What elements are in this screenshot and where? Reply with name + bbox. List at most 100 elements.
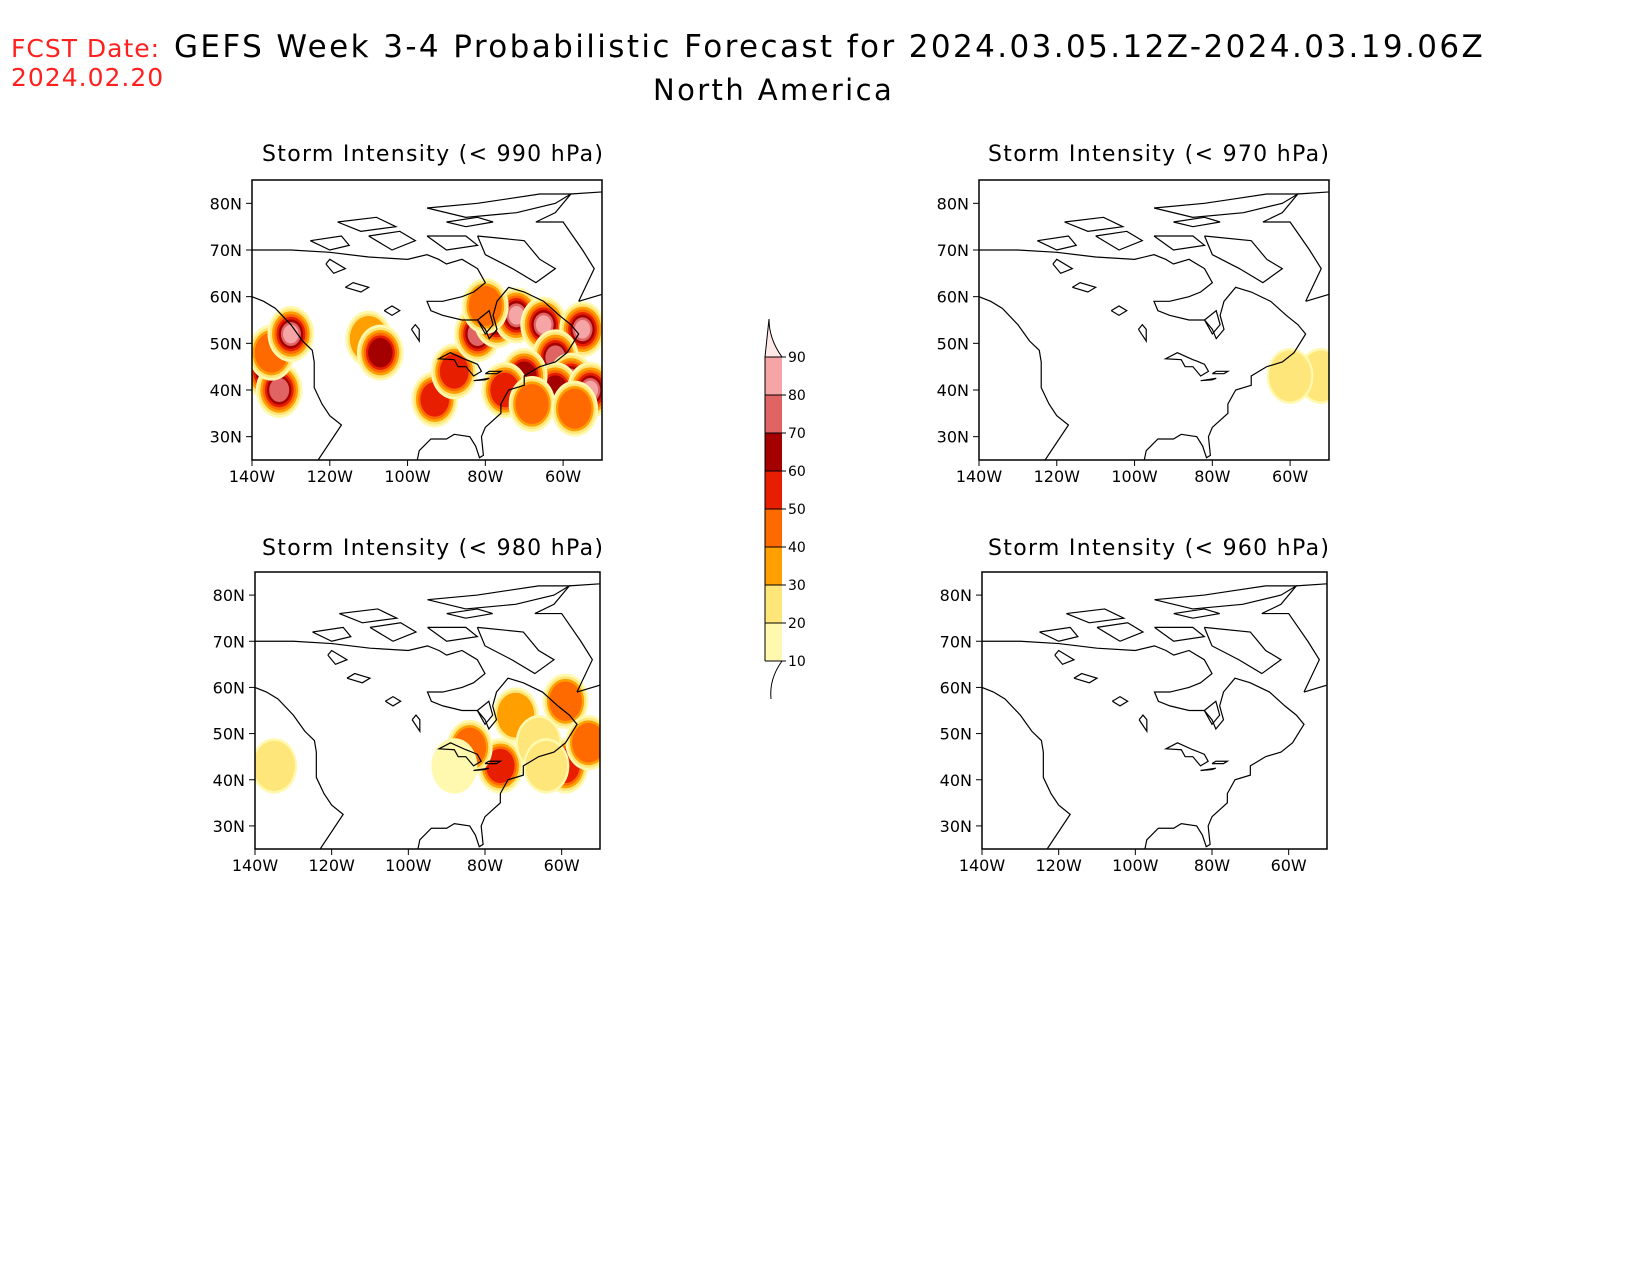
- map-frame: [251, 179, 603, 461]
- map-panel-p980: 80N 70N 60N 50N 40N 30N 140W 120W 100W 80W 60W: [213, 571, 601, 875]
- lat-tick-label: 80N: [213, 586, 245, 605]
- lat-tick-label: 40N: [937, 381, 969, 400]
- lat-tick-label: 30N: [940, 817, 972, 836]
- lon-tick-label: 140W: [232, 856, 279, 875]
- prob-cell: [269, 378, 290, 402]
- panel-title-960: Storm Intensity (< 960 hPa): [988, 536, 1331, 561]
- colorbar-swatch: [765, 433, 782, 471]
- lon-tick-label: 60W: [545, 467, 581, 486]
- colorbar-label: 10: [788, 654, 806, 670]
- lon-tick-label: 80W: [1194, 856, 1230, 875]
- lat-tick-label: 70N: [210, 241, 242, 260]
- colorbar-cap-top: [764, 318, 783, 358]
- lat-tick-label: 60N: [213, 678, 245, 697]
- colorbar-label: 40: [788, 540, 806, 556]
- lat-tick-label: 60N: [940, 678, 972, 697]
- lat-tick-label: 60N: [210, 288, 242, 307]
- prob-cell: [558, 388, 592, 429]
- lat-tick-label: 70N: [937, 241, 969, 260]
- map-frame: [254, 571, 601, 850]
- map-panel-p970: 80N 70N 60N 50N 40N 30N 140W 120W 100W 80W 60W: [937, 179, 1330, 486]
- prob-cell: [535, 315, 552, 334]
- prob-cell: [508, 306, 525, 325]
- fcst-date-label: FCST Date:: [11, 34, 161, 63]
- lat-tick-label: 50N: [213, 725, 245, 744]
- coastline: [979, 191, 1329, 460]
- lon-tick-label: 140W: [959, 856, 1006, 875]
- colorbar-swatch: [765, 509, 782, 547]
- colorbar-swatch: [765, 547, 782, 585]
- prob-cell: [368, 338, 393, 368]
- map-frame: [981, 571, 1328, 850]
- lon-tick-label: 120W: [1034, 467, 1081, 486]
- lat-tick-label: 30N: [210, 428, 242, 447]
- coastline: [252, 191, 602, 460]
- coastline: [255, 583, 600, 849]
- map-frame: [978, 179, 1330, 461]
- lon-tick-label: 140W: [956, 467, 1003, 486]
- coastline: [982, 583, 1327, 849]
- lon-tick-label: 120W: [1035, 856, 1082, 875]
- lat-tick-label: 70N: [940, 632, 972, 651]
- lon-tick-label: 60W: [544, 856, 580, 875]
- lat-tick-label: 80N: [210, 194, 242, 213]
- page-title: GEFS Week 3-4 Probabilistic Forecast for…: [174, 29, 1486, 65]
- lat-tick-label: 50N: [210, 334, 242, 353]
- lon-tick-label: 100W: [385, 856, 432, 875]
- probability-shading: [1266, 348, 1329, 404]
- lat-tick-label: 40N: [213, 771, 245, 790]
- colorbar-swatch: [765, 471, 782, 509]
- lon-tick-label: 80W: [467, 856, 503, 875]
- prob-cell: [431, 738, 478, 794]
- lon-tick-label: 100W: [1111, 467, 1158, 486]
- prob-cell: [572, 723, 600, 763]
- colorbar: 10 20 30 40 50 60 70 80 90: [764, 318, 806, 700]
- colorbar-label: 80: [788, 388, 806, 404]
- colorbar-label: 70: [788, 426, 806, 442]
- colorbar-swatch: [765, 585, 782, 623]
- prob-cell: [549, 681, 582, 722]
- colorbar-swatch: [765, 623, 782, 661]
- lat-tick-label: 80N: [940, 586, 972, 605]
- prob-cell: [515, 384, 549, 424]
- lon-tick-label: 80W: [467, 467, 503, 486]
- lon-tick-label: 100W: [384, 467, 431, 486]
- prob-cell: [283, 324, 299, 344]
- lon-tick-label: 120W: [307, 467, 354, 486]
- lat-tick-label: 30N: [213, 817, 245, 836]
- map-panel-p960: 80N 70N 60N 50N 40N 30N 140W 120W 100W 80W 60W: [940, 571, 1328, 875]
- colorbar-label: 90: [788, 350, 806, 366]
- lat-tick-label: 70N: [213, 632, 245, 651]
- colorbar-label: 20: [788, 616, 806, 632]
- lon-tick-label: 100W: [1112, 856, 1159, 875]
- prob-cell: [486, 748, 515, 784]
- colorbar-label: 30: [788, 578, 806, 594]
- lat-tick-label: 60N: [937, 288, 969, 307]
- lat-tick-label: 30N: [937, 428, 969, 447]
- lat-tick-label: 40N: [940, 771, 972, 790]
- prob-cell: [439, 354, 469, 389]
- lon-tick-label: 60W: [1272, 467, 1308, 486]
- colorbar-label: 50: [788, 502, 806, 518]
- lat-tick-label: 50N: [940, 725, 972, 744]
- colorbar-swatch: [765, 395, 782, 433]
- lon-tick-label: 80W: [1194, 467, 1230, 486]
- panel-title-980: Storm Intensity (< 980 hPa): [262, 536, 605, 561]
- probability-shading: [255, 673, 600, 794]
- lon-tick-label: 140W: [229, 467, 276, 486]
- colorbar-swatch: [765, 357, 782, 395]
- prob-cell: [525, 740, 568, 791]
- region-label: North America: [653, 73, 895, 107]
- lat-tick-label: 50N: [937, 334, 969, 353]
- lon-tick-label: 60W: [1271, 856, 1307, 875]
- panel-title-970: Storm Intensity (< 970 hPa): [988, 142, 1331, 167]
- fcst-date-value: 2024.02.20: [11, 63, 165, 92]
- lat-tick-label: 40N: [210, 381, 242, 400]
- map-panel-p990: 80N 70N 60N 50N 40N 30N 140W 120W 100W 80W 60W: [210, 179, 603, 486]
- colorbar-label: 60: [788, 464, 806, 480]
- prob-cell: [255, 740, 295, 791]
- prob-cell: [1269, 350, 1312, 402]
- lon-tick-label: 120W: [308, 856, 355, 875]
- panel-title-990: Storm Intensity (< 990 hPa): [262, 142, 605, 167]
